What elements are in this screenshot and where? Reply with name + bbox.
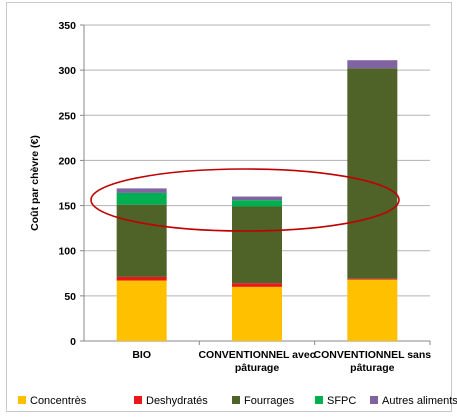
legend-label: Concentrès xyxy=(30,395,87,407)
bar-segment xyxy=(116,276,167,281)
x-tick-label: pâturage xyxy=(350,362,395,374)
bar-segment xyxy=(232,200,282,207)
y-tick-label: 150 xyxy=(58,201,76,213)
bar-segment xyxy=(232,206,282,284)
highlight-ellipse xyxy=(90,168,400,232)
y-axis-label: Coût par chèvre (€) xyxy=(29,135,41,231)
bar-segment xyxy=(347,279,398,341)
x-tick-label: CONVENTIONNEL sans xyxy=(313,349,431,361)
x-tick-label: pâturage xyxy=(235,362,280,374)
bar-segment xyxy=(116,204,167,277)
bar-segment xyxy=(116,188,167,193)
bar-segment xyxy=(347,278,398,280)
x-tick-label: CONVENTIONNEL avec xyxy=(198,349,315,361)
x-tick-label: BIO xyxy=(132,349,151,361)
legend-label: Autres aliments xyxy=(382,395,457,407)
legend-swatch xyxy=(232,396,240,404)
legend-swatch xyxy=(370,396,378,404)
y-tick-label: 350 xyxy=(58,20,76,32)
bar-segment xyxy=(116,192,167,205)
legend-label: Deshydratés xyxy=(146,395,208,407)
legend-label: Fourrages xyxy=(244,395,295,407)
bar-segment xyxy=(232,286,282,341)
bar-segment xyxy=(347,68,398,279)
legend-label: SFPC xyxy=(327,395,356,407)
y-tick-label: 50 xyxy=(64,291,76,303)
y-tick-label: 300 xyxy=(58,65,76,77)
legend-swatch xyxy=(315,396,323,404)
legend-swatch xyxy=(18,396,26,404)
legend-swatch xyxy=(134,396,142,404)
bar-segment xyxy=(232,283,282,287)
bar-segment xyxy=(232,196,282,201)
bar-segment xyxy=(347,60,398,69)
y-tick-label: 100 xyxy=(58,246,76,258)
y-tick-label: 250 xyxy=(58,110,76,122)
y-tick-label: 0 xyxy=(70,336,76,348)
bar-segment xyxy=(116,280,167,341)
y-tick-label: 200 xyxy=(58,155,76,167)
